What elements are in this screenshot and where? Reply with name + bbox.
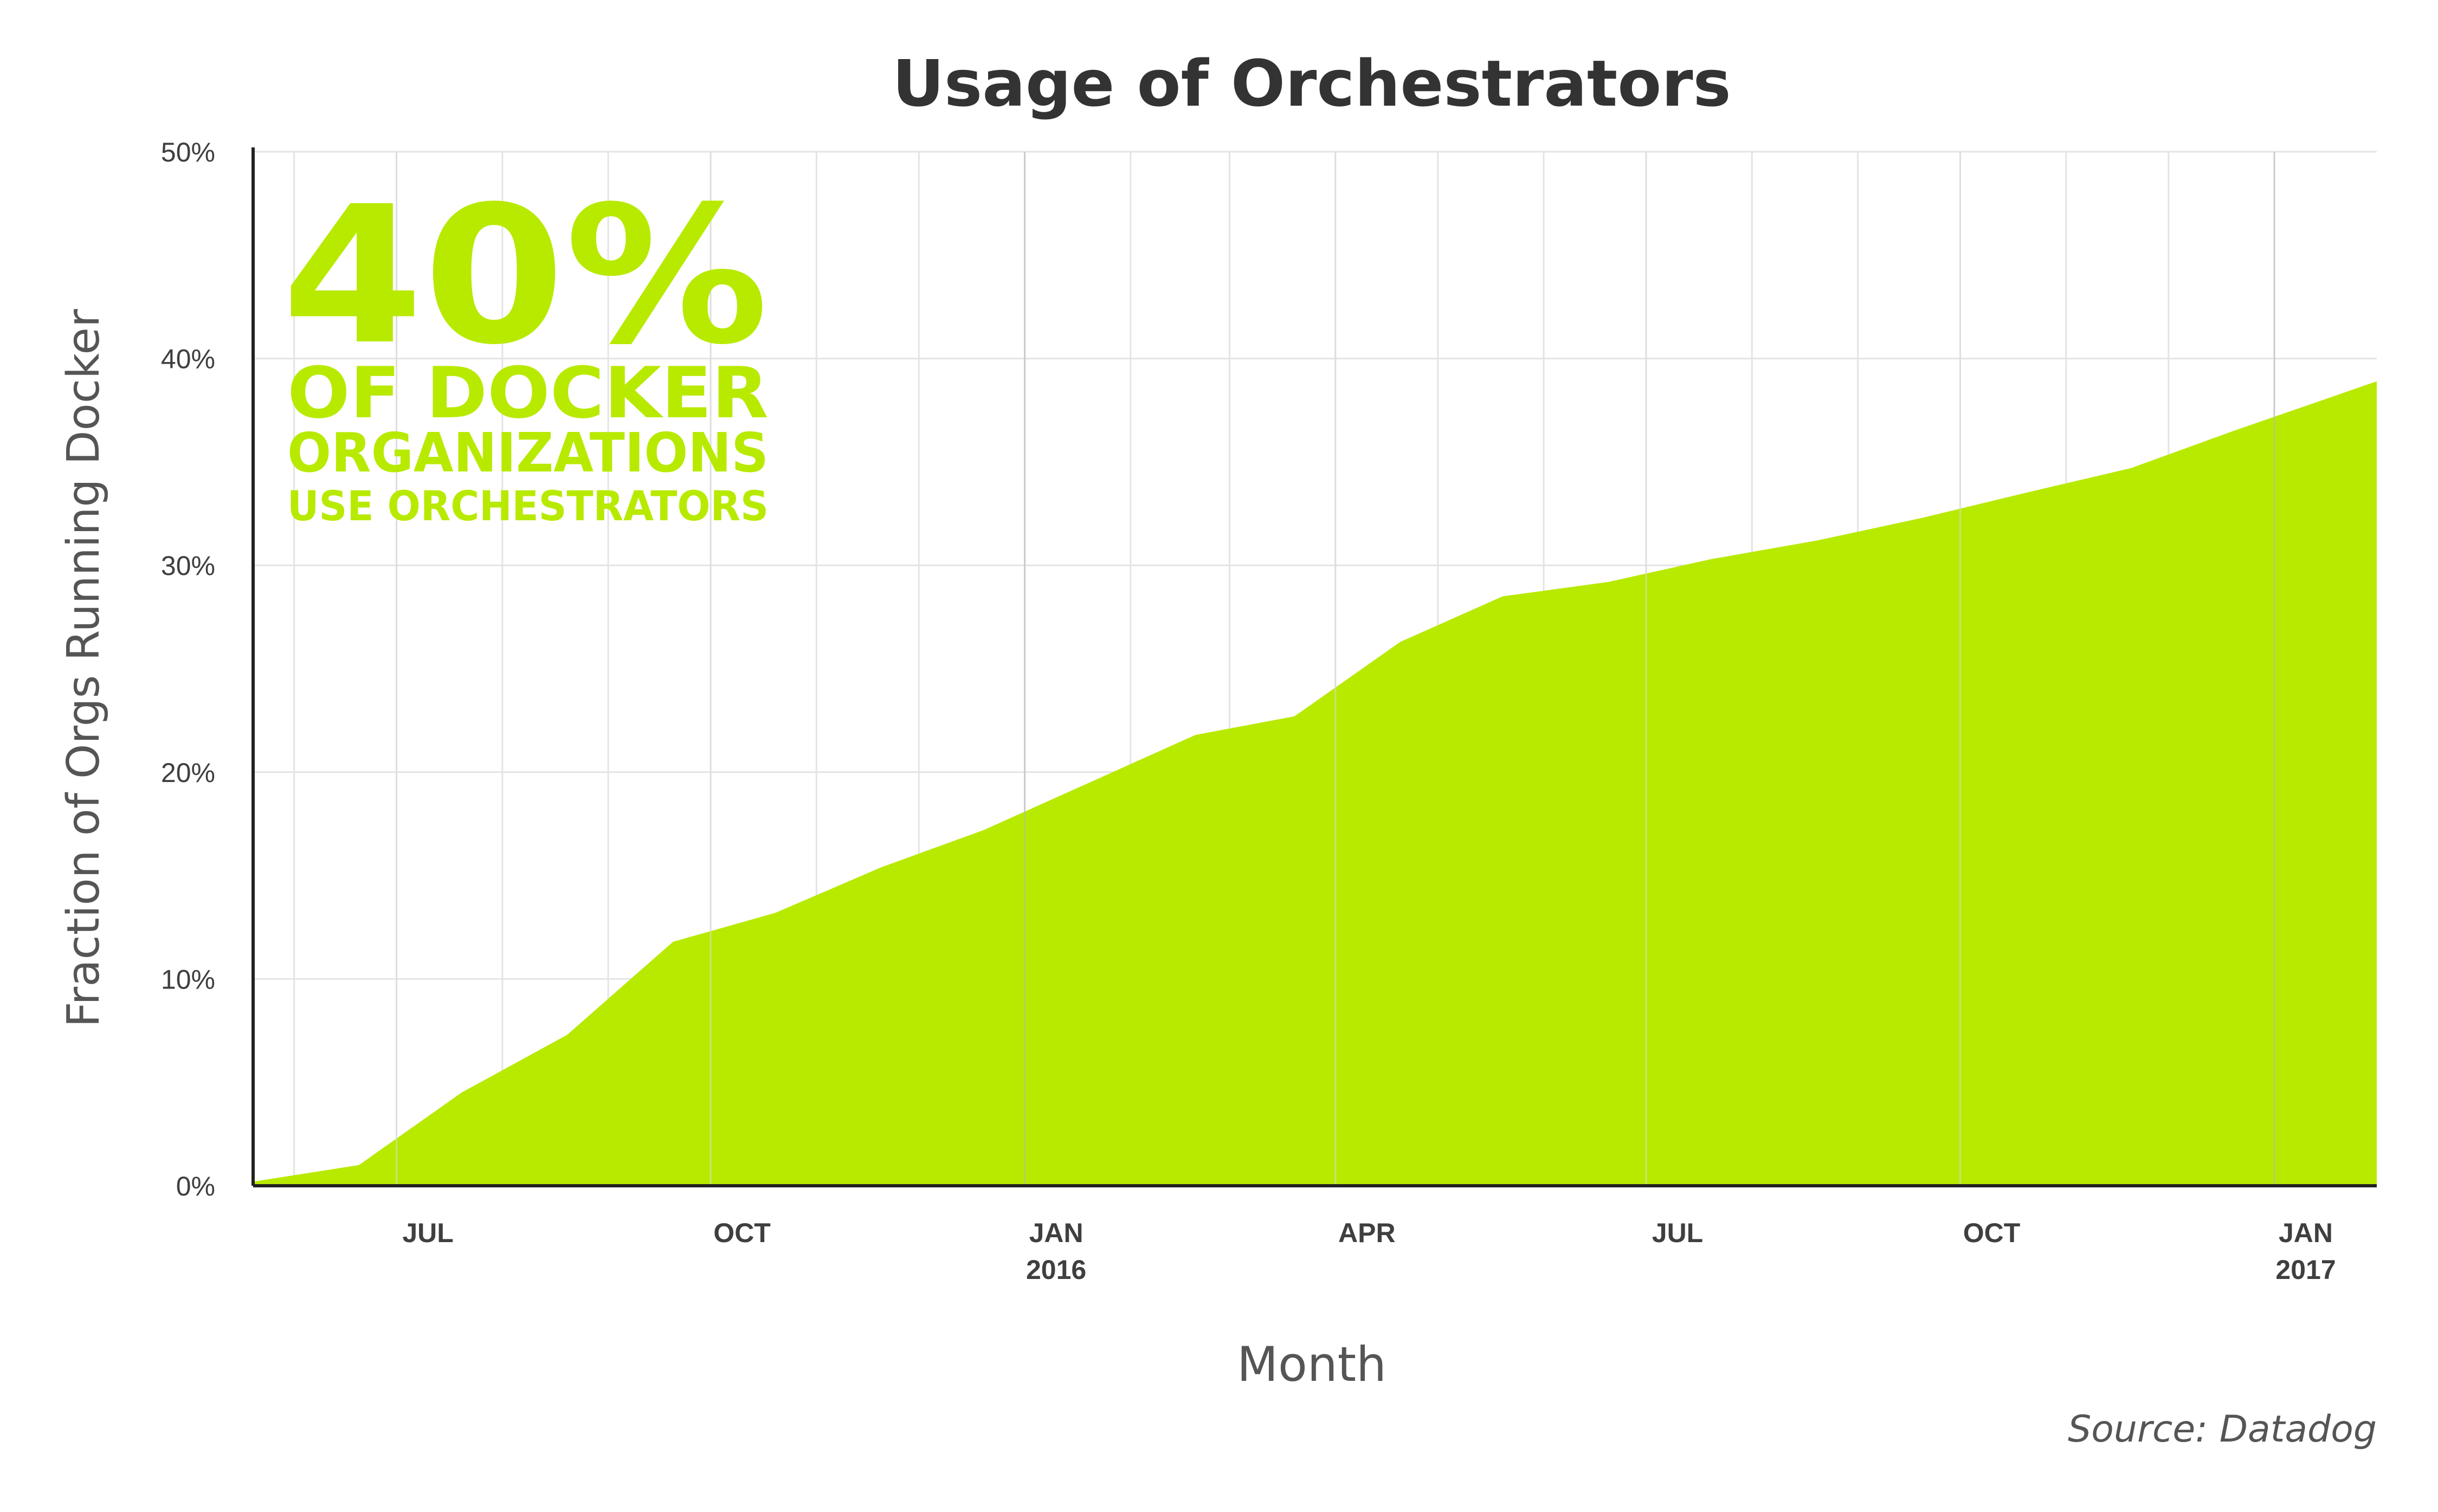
y-tick-label: 50% [161, 137, 215, 167]
x-tick-label: APR [1338, 1218, 1396, 1248]
x-tick-label: JUL [1652, 1218, 1703, 1248]
callout-line-1: OF DOCKER [287, 352, 769, 434]
y-tick-label: 10% [161, 964, 215, 994]
x-tick-label: OCT [713, 1218, 771, 1248]
x-tick-sublabel: 2016 [1026, 1255, 1086, 1285]
x-tick-label: JUL [402, 1218, 453, 1248]
series-area [253, 381, 2377, 1186]
x-tick-label: JAN [1029, 1218, 1083, 1248]
callout-percentage: 40% [282, 165, 769, 386]
y-tick-label: 30% [161, 551, 215, 581]
axes [251, 147, 2377, 1187]
chart-title: Usage of Orchestrators [892, 46, 1731, 121]
x-tick-sublabel: 2017 [2275, 1255, 2336, 1285]
y-tick-label: 40% [161, 344, 215, 374]
source-note: Source: Datadog [2068, 1408, 2377, 1451]
tick-labels: 0% 10% 20% 30% 40% 50% JUL OCT JAN 2016 APR JUL OCT J… [161, 137, 2336, 1285]
y-tick-label: 0% [176, 1171, 215, 1201]
y-axis-title: Fraction of Orgs Running Docker [58, 309, 109, 1028]
y-tick-label: 20% [161, 758, 215, 788]
x-tick-label: JAN [2279, 1218, 2333, 1248]
callout-line-3: USE ORCHESTRATORS [287, 482, 769, 530]
x-axis-title: Month [1237, 1336, 1386, 1392]
x-tick-label: OCT [1963, 1218, 2021, 1248]
callout-line-2: ORGANIZATIONS [287, 421, 769, 484]
